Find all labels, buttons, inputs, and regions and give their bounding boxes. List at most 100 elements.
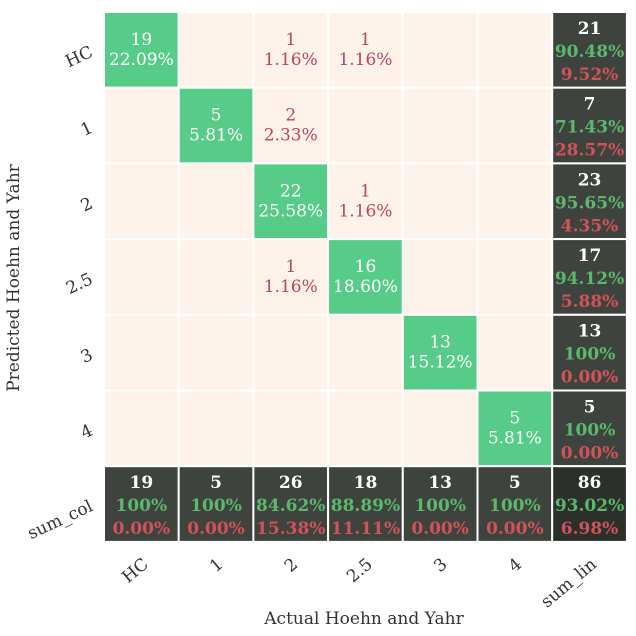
total-wrong-percent: 0.00% (486, 519, 544, 539)
matrix-cell-r5-c0 (103, 389, 180, 468)
matrix-cell-r3-c6: 17 94.12% 5.88% (551, 238, 628, 316)
total-wrong-percent: 0.00% (113, 519, 171, 539)
x-tick-label: 2.5 (343, 554, 377, 587)
cell-percent: 5.81% (488, 428, 542, 448)
cell-background (401, 389, 479, 468)
cell-background (252, 313, 330, 392)
matrix-cell-r1-c1: 55.81% (177, 86, 255, 165)
total-wrong-percent: 15.38% (256, 519, 325, 539)
matrix-cell-r1-c0 (103, 86, 180, 165)
matrix-cell-r4-c3 (327, 313, 404, 392)
cell-background (401, 162, 479, 241)
total-wrong-percent: 6.98% (561, 519, 619, 539)
matrix-cell-r1-c3 (327, 86, 404, 165)
cell-background (327, 313, 404, 392)
matrix-cell-r4-c1 (177, 313, 255, 392)
matrix-cell-r6-c5: 5 100% 0.00% (476, 465, 554, 543)
cell-count: 13 (429, 333, 451, 353)
total-count: 21 (578, 19, 602, 39)
matrix-cell-r4-c6: 13 100% 0.00% (551, 313, 628, 392)
matrix-cell-r0-c1 (177, 11, 255, 89)
y-tick-label: 1 (78, 118, 96, 141)
total-count: 17 (578, 246, 602, 266)
matrix-cell-r0-c5 (476, 11, 554, 89)
matrix-cell-r2-c3: 11.16% (327, 162, 404, 241)
matrix-cell-r2-c6: 23 95.65% 4.35% (551, 162, 628, 241)
matrix-cell-r5-c3 (327, 389, 404, 468)
total-wrong-percent: 0.00% (561, 368, 619, 388)
x-axis-label: Actual Hoehn and Yahr (263, 609, 464, 629)
matrix-cell-r3-c4 (401, 238, 479, 316)
matrix-cell-r6-c3: 18 88.89% 11.11% (327, 465, 404, 543)
x-tick-label: 1 (206, 554, 227, 576)
y-tick-label: sum_col (25, 496, 96, 543)
matrix-cell-r3-c2: 11.16% (252, 238, 330, 316)
x-tick-label: 2 (281, 554, 302, 576)
total-correct-percent: 84.62% (256, 496, 325, 516)
cell-percent: 5.81% (189, 126, 243, 146)
cell-background (551, 11, 628, 89)
total-correct-percent: 100% (489, 496, 541, 516)
cell-background (252, 86, 330, 165)
matrix-cell-r2-c5 (476, 162, 554, 241)
total-count: 13 (578, 322, 602, 342)
total-correct-percent: 88.89% (331, 496, 400, 516)
total-count: 18 (354, 473, 378, 493)
cell-count: 22 (280, 181, 302, 201)
y-tick-label: 4 (78, 421, 96, 444)
matrix-cell-r2-c4 (401, 162, 479, 241)
matrix-cell-r4-c5 (476, 313, 554, 392)
cell-count: 1 (360, 181, 371, 201)
cell-background (476, 238, 554, 316)
cell-background (476, 313, 554, 392)
cell-background (476, 465, 554, 543)
cell-count: 1 (360, 30, 371, 50)
total-correct-percent: 100% (190, 496, 242, 516)
cell-background (103, 162, 180, 241)
matrix-cell-r5-c6: 5 100% 0.00% (551, 389, 628, 468)
matrix-cell-r5-c1 (177, 389, 255, 468)
matrix-cell-r6-c0: 19 100% 0.00% (103, 465, 180, 543)
cell-background (551, 465, 628, 543)
y-tick-label: HC (62, 42, 96, 72)
matrix-cell-r1-c2: 22.33% (252, 86, 330, 165)
matrix-cell-r0-c6: 21 90.48% 9.52% (551, 11, 628, 89)
total-wrong-percent: 28.57% (555, 141, 624, 161)
matrix-cell-r4-c2 (252, 313, 330, 392)
total-correct-percent: 100% (564, 420, 616, 440)
cell-background (551, 162, 628, 241)
total-count: 19 (130, 473, 154, 493)
cell-percent: 2.33% (264, 126, 318, 146)
cell-background (103, 238, 180, 316)
matrix-cell-r5-c4 (401, 389, 479, 468)
cell-count: 2 (285, 106, 296, 126)
cell-count: 16 (355, 257, 377, 277)
matrix-cell-r6-c2: 26 84.62% 15.38% (252, 465, 330, 543)
y-tick-label: 2 (78, 194, 96, 217)
cell-background (401, 11, 479, 89)
matrix-cell-r6-c6: 86 93.02% 6.98% (551, 465, 628, 543)
y-tick-label: 3 (78, 345, 96, 368)
total-wrong-percent: 9.52% (561, 65, 619, 85)
total-correct-percent: 94.12% (555, 269, 624, 289)
cell-percent: 22.09% (109, 50, 174, 70)
cell-background (476, 86, 554, 165)
total-count: 26 (279, 473, 303, 493)
cell-background (401, 238, 479, 316)
y-axis-label: Predicted Hoehn and Yahr (4, 163, 24, 391)
cell-background (252, 162, 330, 241)
total-count: 86 (578, 473, 602, 493)
matrix-cell-r3-c5 (476, 238, 554, 316)
cell-background (177, 389, 255, 468)
cell-background (177, 11, 255, 89)
cell-background (327, 86, 404, 165)
total-wrong-percent: 0.00% (411, 519, 469, 539)
cell-percent: 1.16% (338, 50, 392, 70)
matrix-cell-r1-c6: 7 71.43% 28.57% (551, 86, 628, 165)
x-tick-label: 4 (505, 554, 526, 576)
matrix-cell-r3-c0 (103, 238, 180, 316)
matrix-cell-r2-c1 (177, 162, 255, 241)
